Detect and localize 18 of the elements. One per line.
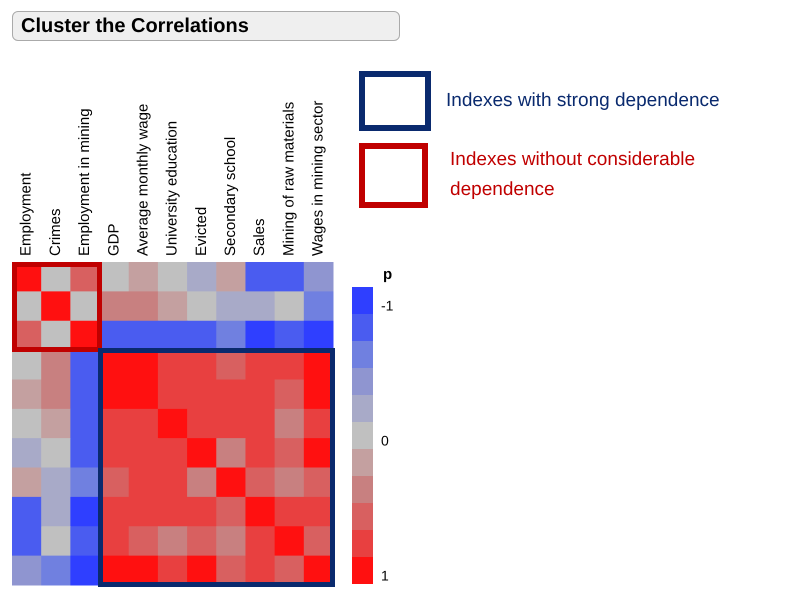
- x-tick-label: Mining of raw materials: [280, 102, 298, 256]
- x-tick-label: Wages in mining sector: [310, 100, 327, 256]
- color-bar-label: -1: [381, 297, 394, 314]
- color-bar-title: p: [383, 266, 392, 284]
- x-tick-label: GDP: [105, 223, 122, 256]
- chart-title: Cluster the Correlations: [12, 11, 400, 41]
- text: Indexes without considerable dependence: [450, 148, 696, 202]
- color-bar-label: 1: [381, 567, 389, 584]
- x-tick-label: Average monthly wage: [134, 104, 152, 256]
- x-tick-label: Sales: [251, 218, 268, 256]
- x-tick-label: University education: [164, 120, 181, 256]
- color-bar-label: 0: [381, 432, 389, 448]
- x-tick-label: Employment in mining: [76, 108, 94, 256]
- x-tick-label: Secondary school: [222, 136, 240, 256]
- x-tick-label: Evicted: [192, 206, 210, 256]
- x-tick-label: Crimes: [46, 208, 64, 256]
- x-tick-label: Employment: [18, 172, 35, 256]
- text: Indexes with strong dependence: [446, 89, 721, 113]
